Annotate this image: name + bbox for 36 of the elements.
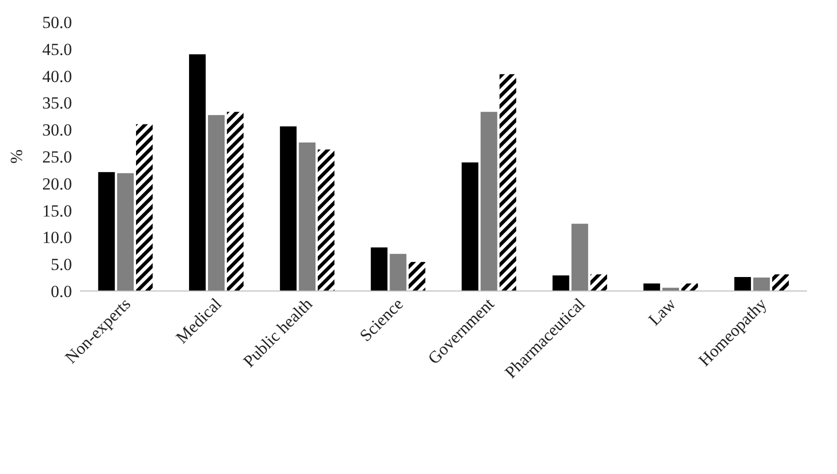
bar bbox=[552, 275, 570, 291]
bar bbox=[226, 112, 244, 291]
bar bbox=[298, 142, 316, 291]
bar bbox=[753, 278, 770, 291]
bar bbox=[480, 112, 498, 291]
bar bbox=[643, 283, 660, 291]
bar bbox=[98, 172, 115, 291]
y-tick-label: 40.0 bbox=[42, 66, 72, 86]
x-tick-label: Law bbox=[644, 294, 680, 330]
bar bbox=[772, 274, 789, 291]
bar bbox=[280, 126, 297, 291]
y-tick-label: 50.0 bbox=[42, 12, 72, 32]
y-tick-label: 15.0 bbox=[42, 201, 72, 220]
bar bbox=[462, 162, 478, 291]
y-tick-label: 30.0 bbox=[42, 120, 72, 140]
bar bbox=[590, 274, 608, 291]
y-tick-label: 0.0 bbox=[50, 282, 72, 301]
bar bbox=[318, 150, 334, 291]
bar bbox=[571, 224, 588, 291]
bar bbox=[500, 74, 516, 291]
y-tick-label: 25.0 bbox=[42, 147, 72, 166]
bar bbox=[136, 124, 153, 291]
bar bbox=[734, 277, 751, 291]
bar bbox=[117, 173, 134, 291]
y-tick-label: 45.0 bbox=[42, 40, 72, 59]
y-tick-label: 35.0 bbox=[42, 94, 72, 113]
y-axis-title: % bbox=[7, 149, 26, 164]
bar bbox=[370, 247, 388, 291]
bar bbox=[408, 262, 426, 291]
bar bbox=[208, 115, 225, 291]
bar bbox=[681, 283, 698, 291]
bar bbox=[189, 54, 206, 291]
bar bbox=[390, 254, 406, 291]
y-tick-label: 10.0 bbox=[42, 228, 72, 248]
y-tick-label: 5.0 bbox=[50, 255, 72, 274]
y-tick-label: 20.0 bbox=[42, 174, 72, 194]
